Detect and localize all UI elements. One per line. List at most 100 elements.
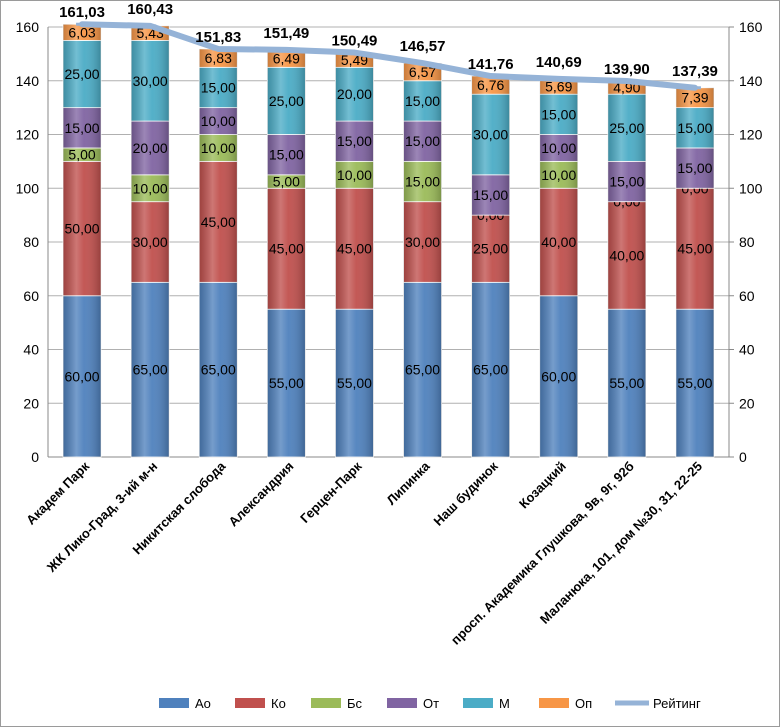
legend-label: М: [499, 696, 510, 711]
legend: Ао Ко Бс От М Оп Рейтинг: [159, 696, 701, 711]
bar-segment-shade: [675, 147, 714, 189]
bar-segment-shade: [63, 40, 102, 108]
data-label: 60,00: [65, 368, 100, 384]
rating-label: 160,43: [127, 1, 173, 18]
category-label: Наш будинок: [431, 458, 502, 529]
data-label: 15,00: [405, 93, 440, 109]
rating-label: 146,57: [400, 38, 446, 55]
y-tick-label: 60: [23, 288, 39, 304]
bar-stacks: 60,00 50,00 5,00 15,00 25,00 6,03 65,00 30,00 10…: [62, 23, 715, 458]
bar-segment-shade: [199, 48, 238, 68]
data-label: 10,00: [541, 140, 576, 156]
rating-label: 140,69: [536, 54, 582, 71]
y-tick-label: 160: [16, 19, 40, 35]
data-label: 15,00: [609, 174, 644, 190]
bar-segment-shade: [471, 282, 510, 457]
y2-tick-label: 60: [739, 288, 755, 304]
data-label: 55,00: [269, 375, 304, 391]
rating-label: 151,49: [263, 25, 309, 42]
category-label: Александрия: [226, 459, 297, 530]
bar-segment-shade: [63, 161, 102, 296]
bar-segment-shade: [675, 87, 714, 108]
legend-swatch: [311, 698, 341, 708]
legend-swatch: [387, 698, 417, 708]
bar-segment-shade: [607, 201, 646, 310]
bar-segment-shade: [63, 107, 102, 148]
bar-segment-shade: [539, 94, 578, 135]
data-label: 30,00: [133, 73, 168, 89]
data-label: 25,00: [65, 66, 100, 82]
data-label: 10,00: [201, 140, 236, 156]
data-label: 45,00: [269, 241, 304, 257]
data-label: 40,00: [541, 234, 576, 250]
data-label: 10,00: [201, 113, 236, 129]
category-label: ЖК Лико-Град, 3-ий м-н: [43, 459, 160, 576]
bar-segment-shade: [539, 161, 578, 189]
bar-segment-shade: [539, 134, 578, 162]
bar-segment-shade: [131, 201, 170, 283]
y-tick-label: 40: [23, 342, 39, 358]
data-label: 25,00: [473, 241, 508, 257]
y-tick-label: 0: [31, 449, 39, 465]
bar-segment-shade: [403, 201, 442, 283]
data-label: 15,00: [337, 133, 372, 149]
bar-segment-shade: [131, 121, 170, 175]
bar-segment-shade: [607, 161, 646, 202]
data-label: 15,00: [405, 133, 440, 149]
axes: 0 20 40 60 80 100 120 140 160 0 20 40 60 80 100 120 140 1…: [16, 19, 763, 465]
bar-segment-shade: [471, 215, 510, 283]
legend-label: Ао: [195, 696, 211, 711]
category-label: Козацкий: [516, 459, 569, 512]
data-label: 10,00: [541, 167, 576, 183]
data-label: 5,00: [273, 174, 300, 190]
data-label: 15,00: [677, 120, 712, 136]
category-label: Герцен-Парк: [297, 458, 365, 526]
data-label: 45,00: [201, 214, 236, 230]
bar-segment-shade: [267, 188, 306, 310]
data-label: 25,00: [269, 93, 304, 109]
bar-segment-shade: [471, 174, 510, 216]
data-label: 6,03: [68, 24, 95, 40]
legend-swatch: [159, 698, 189, 708]
data-label: 65,00: [201, 362, 236, 378]
bar-segment-shade: [199, 67, 238, 108]
data-label: 6,83: [205, 50, 232, 66]
data-label: 15,00: [65, 120, 100, 136]
data-label: 10,00: [133, 180, 168, 196]
bar-segment-shade: [607, 309, 646, 457]
data-label: 20,00: [133, 140, 168, 156]
data-label: 6,57: [409, 64, 436, 80]
data-label: 60,00: [541, 368, 576, 384]
rating-label: 161,03: [59, 4, 105, 21]
legend-label: Ко: [271, 696, 286, 711]
data-label: 45,00: [337, 241, 372, 257]
legend-swatch: [539, 698, 569, 708]
bar-segment-shade: [267, 309, 306, 457]
y2-tick-label: 140: [739, 73, 763, 89]
data-label: 15,00: [541, 106, 576, 122]
data-label: 55,00: [677, 375, 712, 391]
data-label: 55,00: [337, 375, 372, 391]
y-tick-label: 20: [23, 395, 39, 411]
data-label: 45,00: [677, 241, 712, 257]
data-label: 20,00: [337, 86, 372, 102]
legend-swatch: [463, 698, 493, 708]
bar-segment-shade: [199, 107, 238, 135]
data-label: 50,00: [65, 221, 100, 237]
data-label: 6,76: [477, 77, 504, 93]
rating-line-path: [79, 21, 698, 91]
rating-label: 137,39: [672, 63, 718, 80]
legend-label: Оп: [575, 696, 592, 711]
bar-segment-shade: [539, 188, 578, 296]
bar-segment-shade: [63, 295, 102, 457]
category-label: Липинка: [383, 458, 433, 508]
data-label: 30,00: [473, 127, 508, 143]
bar-segment-shade: [267, 49, 306, 68]
bar-segment-shade: [471, 94, 510, 175]
data-label: 25,00: [609, 120, 644, 136]
bar-segment-shade: [267, 134, 306, 175]
data-label: 15,00: [201, 79, 236, 95]
bar-segment-shade: [471, 76, 510, 95]
bar-segment-shade: [539, 78, 578, 95]
